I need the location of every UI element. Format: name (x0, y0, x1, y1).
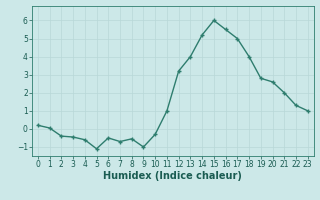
X-axis label: Humidex (Indice chaleur): Humidex (Indice chaleur) (103, 171, 242, 181)
